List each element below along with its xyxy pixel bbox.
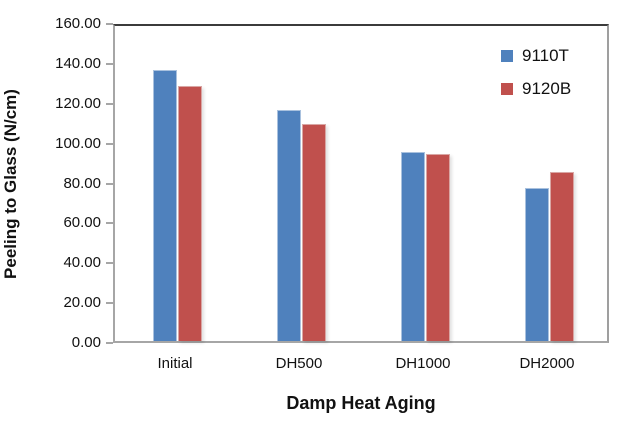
bar-group (115, 26, 239, 341)
y-tick-label: 100.00 (55, 134, 101, 152)
legend-label: 9110T (522, 46, 569, 65)
bar-group (363, 26, 487, 341)
bar-9120B-Initial (177, 85, 202, 341)
bar-9110T-DH2000 (524, 187, 549, 341)
y-tick-label: 120.00 (55, 94, 101, 112)
bar-group (487, 26, 611, 341)
bar-group (239, 26, 363, 341)
bar-9110T-Initial (152, 69, 177, 341)
y-tick-mark (106, 102, 113, 105)
legend-swatch-icon (501, 83, 513, 95)
legend-item-9120B: 9120B (501, 79, 571, 99)
y-tick-mark (106, 182, 113, 185)
y-tick-label: 160.00 (55, 15, 101, 32)
x-category-label: DH1000 (395, 355, 451, 372)
y-tick-label: 140.00 (55, 54, 101, 72)
legend-label: 9120B (522, 79, 572, 98)
y-tick-label: 60.00 (63, 214, 101, 232)
bar-9110T-DH500 (276, 109, 301, 341)
legend: 9110T 9120B (501, 46, 571, 112)
bar-9110T-DH1000 (400, 151, 425, 341)
bar-9120B-DH500 (301, 123, 326, 341)
plot-area: 9110T 9120B (113, 24, 609, 343)
y-tick-mark (106, 302, 113, 305)
y-tick-mark (106, 23, 113, 25)
bar-9120B-DH2000 (549, 171, 574, 341)
y-tick-mark (106, 142, 113, 145)
y-tick-label: 0.00 (71, 334, 101, 351)
y-tick-label: 40.00 (63, 254, 101, 272)
y-tick-mark (106, 62, 113, 65)
x-category-label: Initial (157, 355, 193, 372)
x-axis-title: Damp Heat Aging (286, 393, 436, 413)
legend-swatch-icon (501, 50, 513, 62)
y-tick-label: 80.00 (63, 174, 101, 192)
x-category-label: DH2000 (519, 355, 575, 372)
y-tick-label: 20.00 (63, 294, 101, 312)
y-tick-mark (106, 262, 113, 265)
x-category-label: DH500 (275, 355, 323, 372)
y-tick-mark (106, 342, 113, 344)
bar-9120B-DH1000 (425, 153, 450, 341)
legend-item-9110T: 9110T (501, 46, 571, 66)
y-tick-mark (106, 222, 113, 225)
